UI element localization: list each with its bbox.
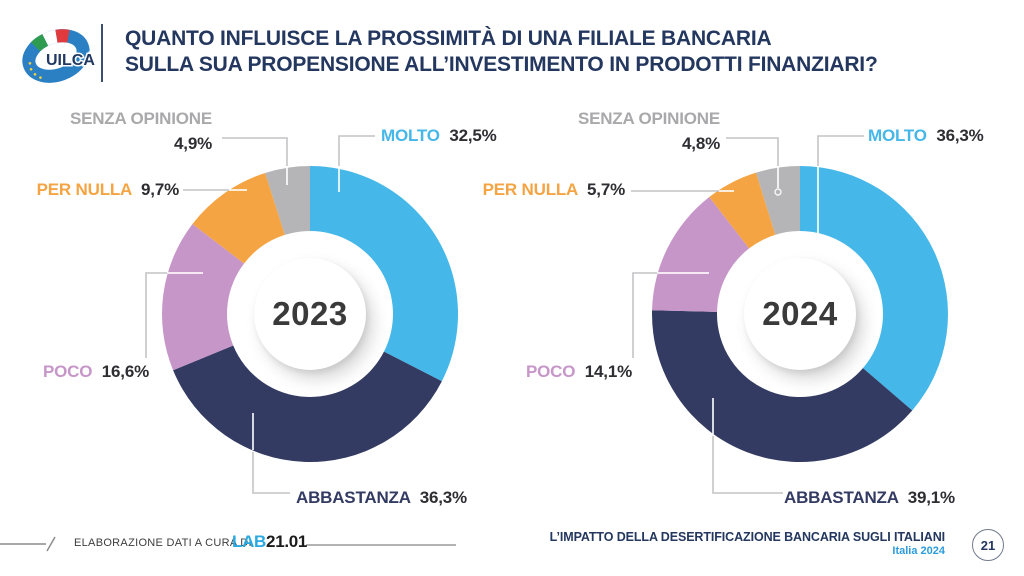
category-value: 36,3% <box>419 488 467 507</box>
uilca-logo: UILCA <box>16 12 112 92</box>
header-divider <box>101 24 103 82</box>
label-abbastanza-2023: ABBASTANZA 36,3% <box>296 489 467 507</box>
category-name: MOLTO <box>868 126 927 145</box>
category-value: 4,9% <box>174 134 212 153</box>
label-poco-2023: POCO 16,6% <box>43 363 149 381</box>
label-per-nulla-2024: PER NULLA 5,7% <box>482 180 626 199</box>
report-title: L’IMPATTO DELLA DESERTIFICAZIONE BANCARI… <box>549 530 945 544</box>
category-name: PER NULLA <box>482 180 578 199</box>
category-name: POCO <box>43 362 93 381</box>
category-name: SENZA OPINIONE <box>69 109 212 128</box>
credit-text: ELABORAZIONE DATI A CURA DI <box>74 537 252 549</box>
category-name: ABBASTANZA <box>784 488 899 507</box>
category-name: PER NULLA <box>36 180 132 199</box>
category-value: 4,8% <box>682 134 720 153</box>
category-value: 39,1% <box>907 488 955 507</box>
slice-per-nulla <box>192 172 285 264</box>
label-abbastanza-2024: ABBASTANZA 39,1% <box>784 489 955 507</box>
slice-molto <box>310 166 458 382</box>
slice-poco <box>652 197 750 312</box>
label-senza-opinione-2023: SENZA OPINIONE 4,9% <box>70 106 212 156</box>
lab-logo-black: 21.01 <box>266 532 308 551</box>
label-molto-2023: MOLTO 32,5% <box>381 127 497 145</box>
category-value: 36,3% <box>936 126 984 145</box>
page-number-badge: 21 <box>972 529 1004 561</box>
page-title: QUANTO INFLUISCE LA PROSSIMITÀ DI UNA FI… <box>125 26 878 78</box>
page-number: 21 <box>980 537 996 553</box>
donut-center-2023: 2023 <box>254 258 366 370</box>
label-per-nulla-2023: PER NULLA 9,7% <box>36 180 180 199</box>
lab2101-logo: LAB21.01 <box>232 532 307 552</box>
category-value: 9,7% <box>141 180 179 199</box>
title-line-1: QUANTO INFLUISCE LA PROSSIMITÀ DI UNA FI… <box>125 27 772 50</box>
category-value: 16,6% <box>101 362 149 381</box>
category-value: 14,1% <box>584 362 632 381</box>
logo-text: UILCA <box>46 52 95 69</box>
report-subtitle: Italia 2024 <box>892 545 945 557</box>
uilca-logo-icon: UILCA <box>22 29 97 83</box>
slice-senza-opinione <box>265 166 310 235</box>
category-name: MOLTO <box>381 126 440 145</box>
slice-molto <box>800 166 948 411</box>
label-molto-2024: MOLTO 36,3% <box>868 127 984 145</box>
lab-logo-blue: LAB <box>232 532 267 551</box>
category-name: POCO <box>526 362 576 381</box>
category-name: SENZA OPINIONE <box>577 109 720 128</box>
category-name: ABBASTANZA <box>296 488 411 507</box>
slice-senza-opinione <box>756 166 800 235</box>
donut-chart-2023 <box>162 166 458 462</box>
slice-abbastanza <box>173 345 442 462</box>
report-title-block: L’IMPATTO DELLA DESERTIFICAZIONE BANCARI… <box>550 530 945 557</box>
category-value: 32,5% <box>449 126 497 145</box>
label-poco-2024: POCO 14,1% <box>526 363 632 381</box>
year-label-2023: 2023 <box>272 295 348 332</box>
donut-center-2024: 2024 <box>744 258 856 370</box>
donut-chart-2024 <box>652 166 948 462</box>
slice-poco <box>162 224 245 371</box>
title-line-2: SULLA SUA PROPENSIONE ALL’INVESTIMENTO I… <box>125 53 878 76</box>
label-senza-opinione-2024: SENZA OPINIONE 4,8% <box>578 106 720 156</box>
category-value: 5,7% <box>587 180 625 199</box>
year-label-2024: 2024 <box>762 295 838 332</box>
slice-abbastanza <box>652 310 913 462</box>
